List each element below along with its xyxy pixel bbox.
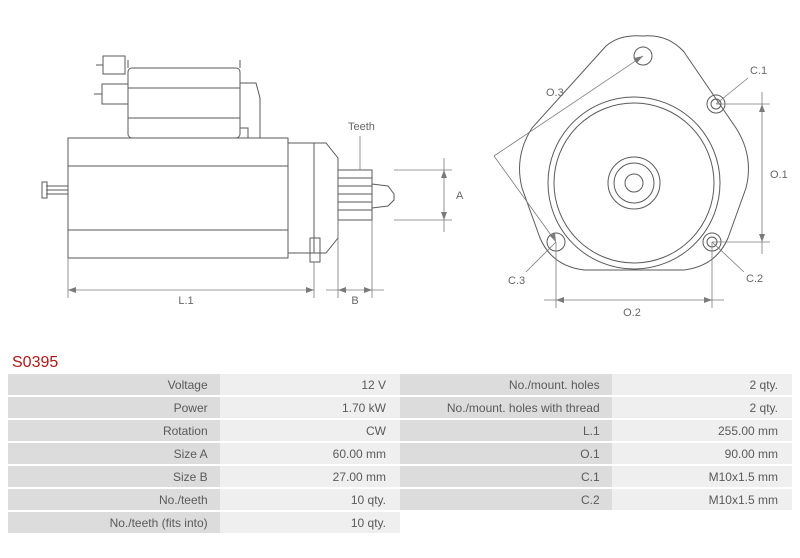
spec-row: Voltage12 V bbox=[8, 374, 400, 397]
spec-label: L.1 bbox=[400, 420, 612, 441]
spec-value: 60.00 mm bbox=[220, 443, 400, 464]
product-code: S0395 bbox=[8, 354, 792, 372]
label-L1: L.1 bbox=[178, 295, 193, 307]
spec-row: C.1M10x1.5 mm bbox=[400, 466, 792, 489]
spec-label: O.1 bbox=[400, 443, 612, 464]
label-A: A bbox=[456, 190, 464, 202]
spec-value: 10 qty. bbox=[220, 512, 400, 533]
label-C2: C.2 bbox=[746, 273, 763, 285]
spec-value: 1.70 kW bbox=[220, 397, 400, 418]
spec-row: O.190.00 mm bbox=[400, 443, 792, 466]
spec-value: 2 qty. bbox=[612, 374, 792, 395]
technical-diagram: L.1 B A Teeth bbox=[8, 8, 792, 348]
spec-label: No./teeth (fits into) bbox=[8, 512, 220, 533]
spec-label: Rotation bbox=[8, 420, 220, 441]
label-B: B bbox=[351, 295, 358, 307]
spec-value: 2 qty. bbox=[612, 397, 792, 418]
spec-value: CW bbox=[220, 420, 400, 441]
spec-row: Size A60.00 mm bbox=[8, 443, 400, 466]
label-teeth: Teeth bbox=[348, 121, 375, 133]
label-O2: O.2 bbox=[623, 307, 641, 319]
label-C1: C.1 bbox=[750, 65, 767, 77]
spec-row: No./teeth10 qty. bbox=[8, 489, 400, 512]
spec-row: No./mount. holes with thread2 qty. bbox=[400, 397, 792, 420]
spec-value: 12 V bbox=[220, 374, 400, 395]
label-C3: C.3 bbox=[508, 275, 525, 287]
spec-row: C.2M10x1.5 mm bbox=[400, 489, 792, 512]
spec-value: 10 qty. bbox=[220, 489, 400, 510]
spec-row: No./mount. holes2 qty. bbox=[400, 374, 792, 397]
label-O1: O.1 bbox=[770, 169, 788, 181]
spec-row: RotationCW bbox=[8, 420, 400, 443]
spec-value: 90.00 mm bbox=[612, 443, 792, 464]
spec-label: C.1 bbox=[400, 466, 612, 487]
spec-label: No./teeth bbox=[8, 489, 220, 510]
front-view: O.1 O.2 O.3 C.1 C.2 C.3 bbox=[494, 36, 788, 319]
side-view: L.1 B A Teeth bbox=[42, 56, 464, 307]
spec-row: L.1255.00 mm bbox=[400, 420, 792, 443]
spec-label: Size B bbox=[8, 466, 220, 487]
spec-value: 27.00 mm bbox=[220, 466, 400, 487]
spec-value: M10x1.5 mm bbox=[612, 489, 792, 510]
spec-value: 255.00 mm bbox=[612, 420, 792, 441]
spec-label: Size A bbox=[8, 443, 220, 464]
spec-label: C.2 bbox=[400, 489, 612, 510]
spec-label: No./mount. holes bbox=[400, 374, 612, 395]
spec-label: Power bbox=[8, 397, 220, 418]
spec-col-left: Voltage12 V Power1.70 kW RotationCW Size… bbox=[8, 374, 400, 535]
spec-table: Voltage12 V Power1.70 kW RotationCW Size… bbox=[8, 374, 792, 535]
spec-col-right: No./mount. holes2 qty. No./mount. holes … bbox=[400, 374, 792, 535]
diagram-svg: L.1 B A Teeth bbox=[8, 8, 792, 348]
spec-row: Size B27.00 mm bbox=[8, 466, 400, 489]
spec-label: No./mount. holes with thread bbox=[400, 397, 612, 418]
spec-row: Power1.70 kW bbox=[8, 397, 400, 420]
spec-label: Voltage bbox=[8, 374, 220, 395]
label-O3: O.3 bbox=[546, 87, 564, 99]
spec-value: M10x1.5 mm bbox=[612, 466, 792, 487]
spec-row: No./teeth (fits into)10 qty. bbox=[8, 512, 400, 535]
